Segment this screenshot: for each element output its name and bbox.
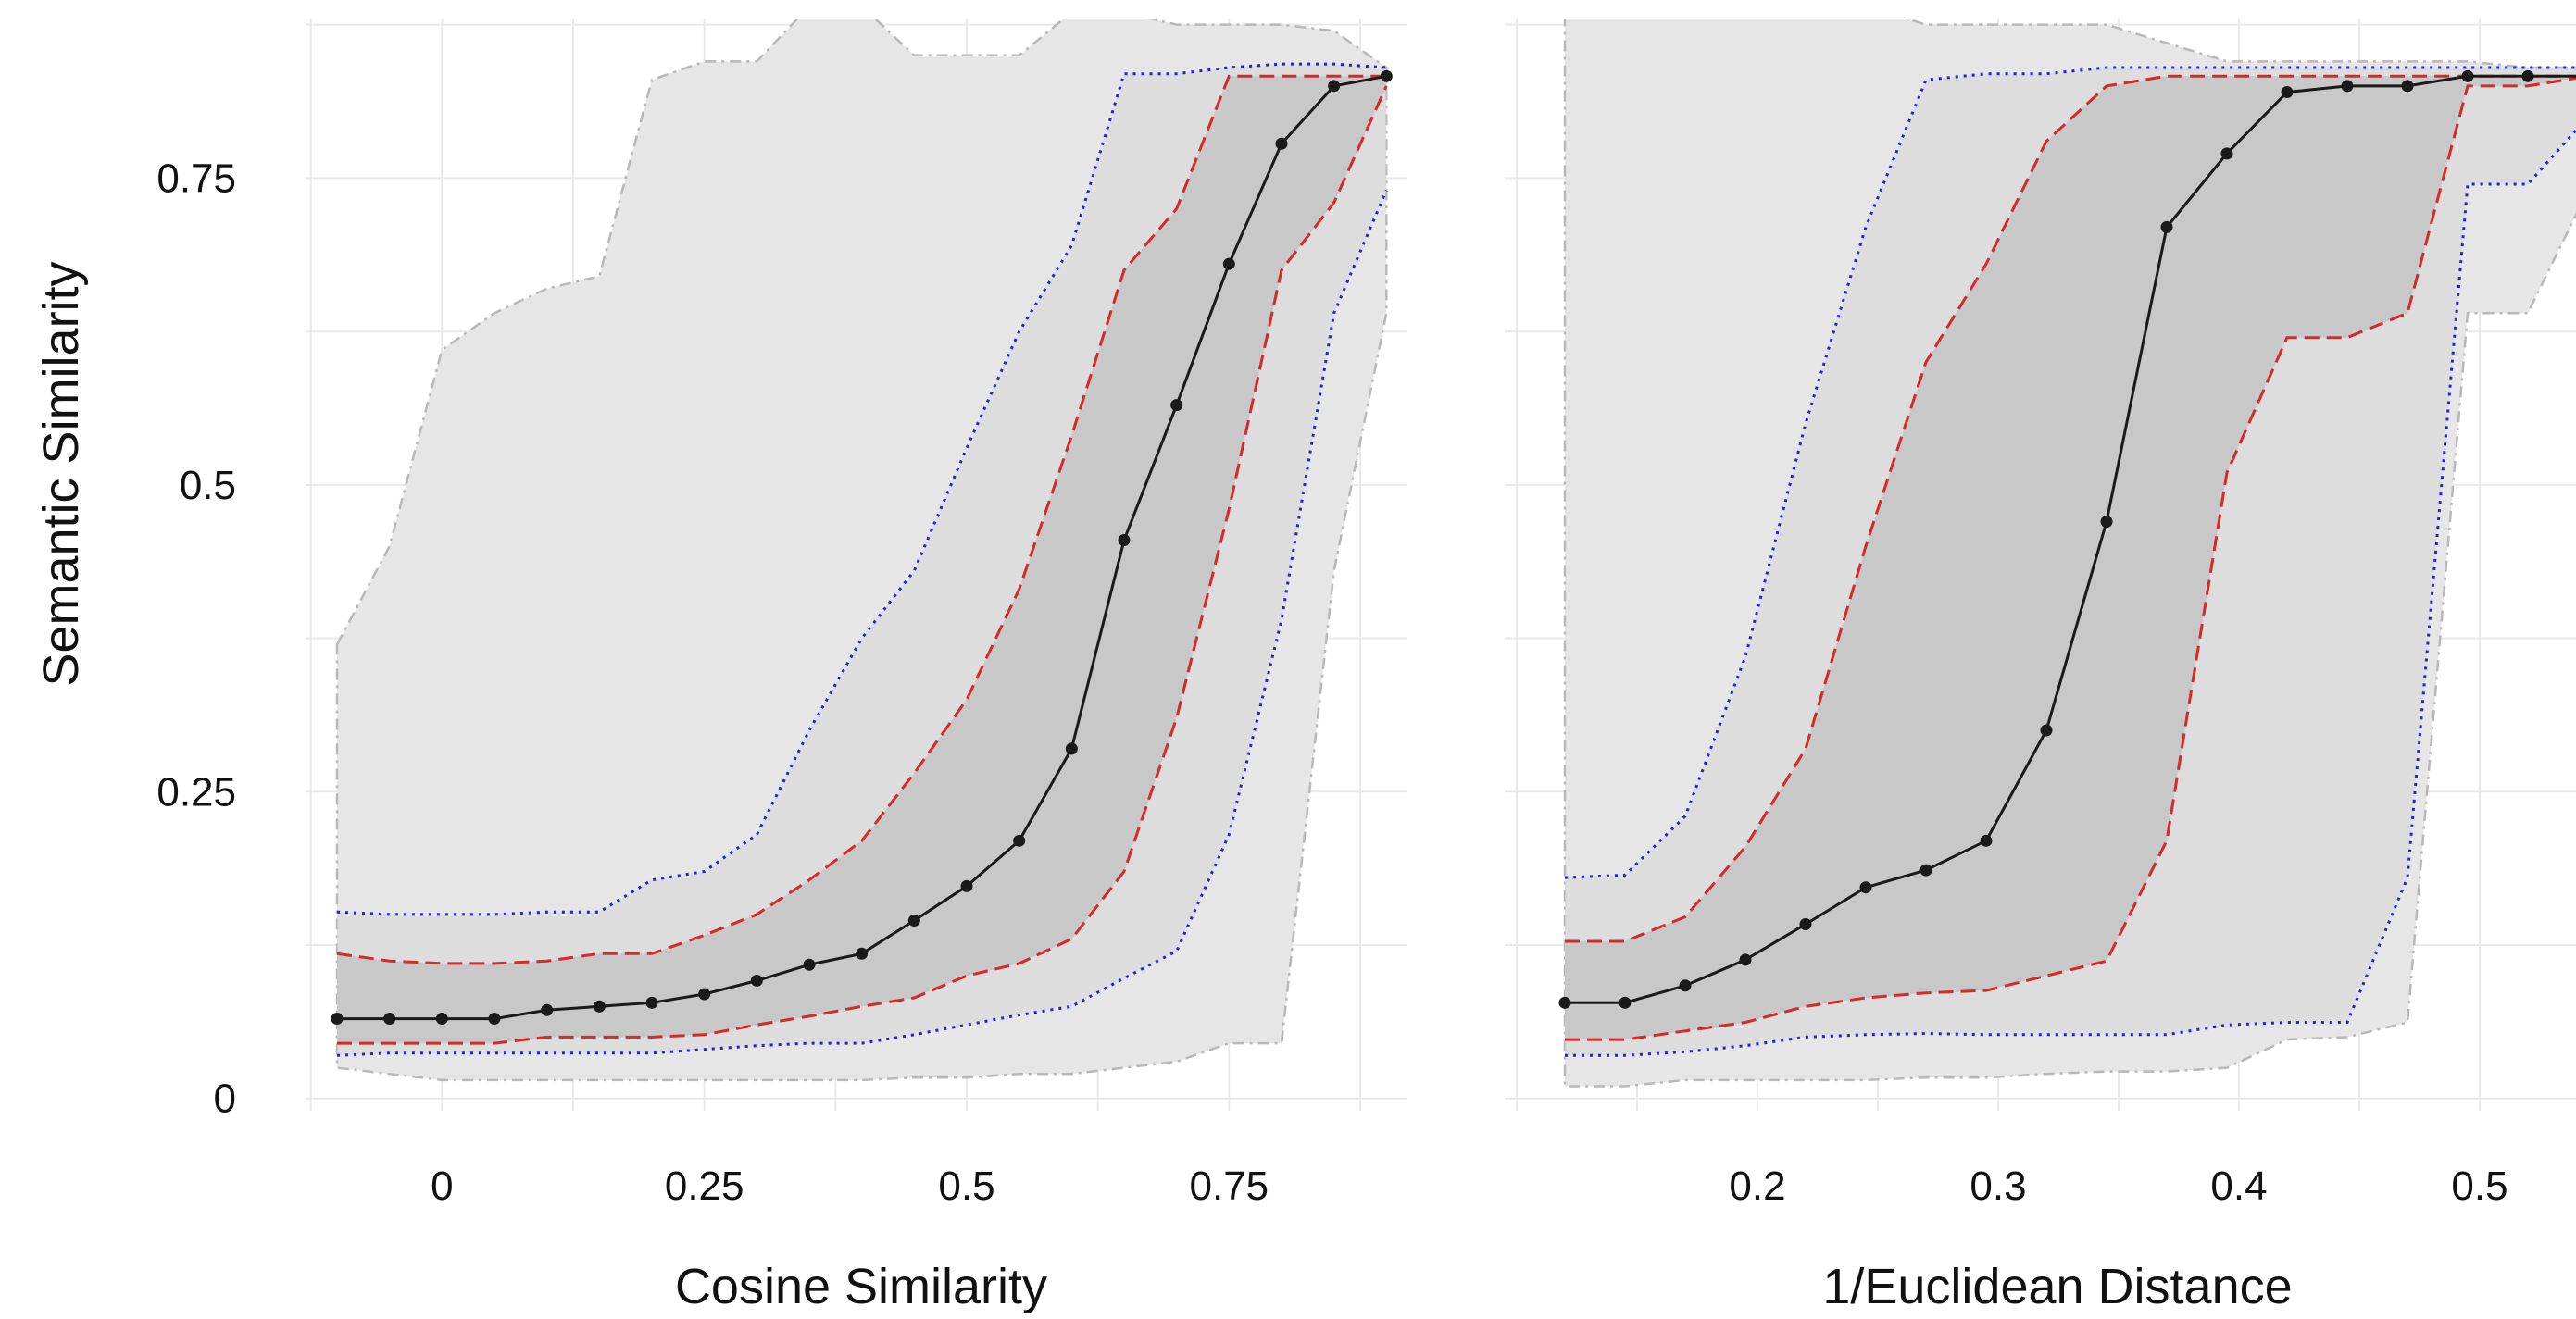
plot-area [331,19,1393,1082]
median-point [1118,533,1131,546]
y-axis-label: Semantic Similarity [33,261,89,686]
median-point [2160,220,2173,233]
x-tick-label: 0.75 [1190,1163,1269,1209]
y-tick-label: 0.75 [156,156,236,201]
median-point [1222,257,1235,270]
median-point [803,958,816,971]
median-point [1558,996,1571,1009]
median-point [1619,996,1632,1009]
median-point [1919,864,1932,877]
median-point [2401,80,2414,93]
panel-cosine-similarity: 0 0.25 0.5 0.75 0 0.25 0.5 0.75 [156,19,1407,1209]
panel-inverse-euclidean-distance: 0.2 0.3 0.4 0.5 [1505,19,2576,1209]
blue-lower-line [336,190,1388,1057]
median-point [488,1013,501,1026]
median-point [2341,80,2354,93]
y-tick-label: 0 [214,1076,236,1122]
red-lower-line [337,85,1388,1045]
median-point [1065,742,1078,755]
median-point [2461,69,2474,82]
x-tick-label: 0.5 [2451,1163,2507,1209]
median-point [2100,516,2113,529]
y-tick-label: 0.25 [156,769,236,815]
median-point [1799,917,1812,930]
red-upper-line [1565,74,2576,943]
median-point [593,1000,606,1013]
x-axis-label-euclidean: 1/Euclidean Distance [1822,1259,2292,1314]
median-point [698,988,711,1001]
red-interval-band [337,76,1387,1044]
median-point [1013,834,1026,847]
median-point [2220,147,2233,160]
median-point [1380,69,1393,82]
median-point [541,1003,554,1016]
median-point [2281,86,2294,99]
median-point [960,879,973,892]
median-point [856,947,869,960]
median-point [435,1013,448,1026]
median-point [645,996,658,1009]
x-tick-label: 0.4 [2210,1163,2267,1209]
red-lower-line [1565,76,2576,1041]
median-point [907,914,920,927]
median-point [1679,979,1692,992]
plot-area [1558,19,2576,1088]
median-point [331,1013,344,1026]
median-line [1565,74,2576,1004]
median-point [2040,724,2053,737]
x-tick-label: 0.3 [1970,1163,2026,1209]
median-point [383,1013,396,1026]
median-point [1328,80,1341,93]
red-upper-line [336,74,1387,965]
red-interval-band [1565,76,2576,1040]
median-point [1739,953,1752,966]
x-tick-label: 0.2 [1729,1163,1785,1209]
x-tick-label: 0.5 [938,1163,994,1209]
median-point [1170,399,1183,412]
y-tick-label: 0.5 [180,463,236,508]
median-point [1275,137,1288,150]
median-point [1859,881,1872,894]
median-point [750,974,763,987]
x-tick-label: 0 [431,1163,453,1209]
x-tick-label: 0.25 [665,1163,744,1209]
median-point [2521,69,2534,82]
median-point [1980,834,1993,847]
x-axis-label-cosine: Cosine Similarity [675,1259,1047,1314]
